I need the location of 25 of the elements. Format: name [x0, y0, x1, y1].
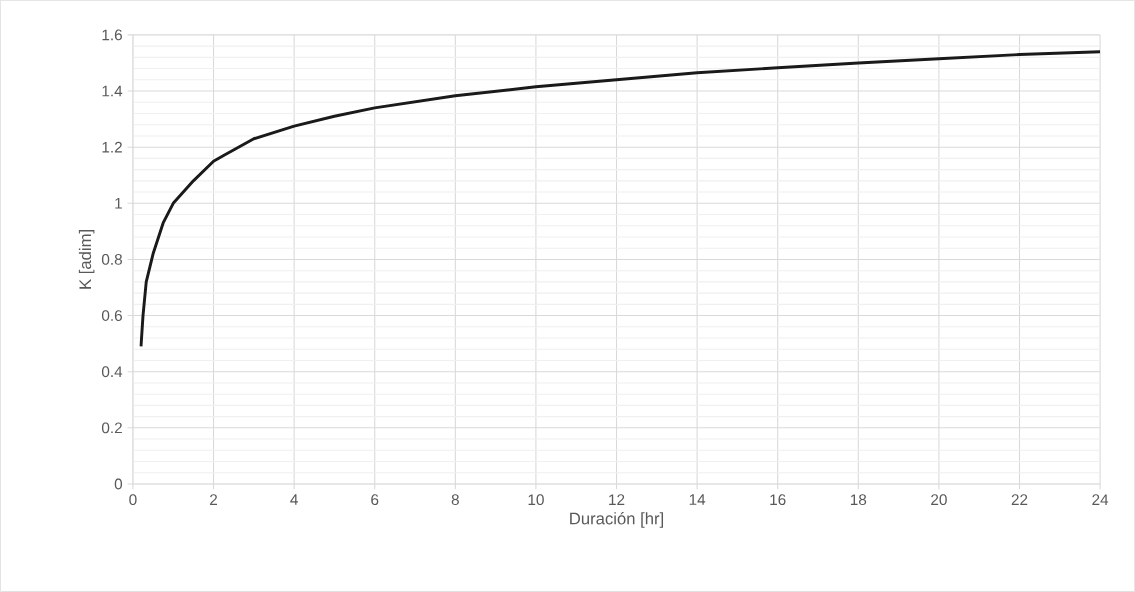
y-tick-label: 0.6	[101, 310, 122, 322]
y-tick-label: 0.4	[101, 366, 123, 378]
x-tick-label: 2	[210, 494, 218, 505]
x-tick-label: 10	[528, 494, 544, 506]
x-tick-label: 12	[609, 494, 625, 505]
x-tick-label: 24	[1092, 494, 1109, 505]
x-tick-label: 22	[1011, 494, 1028, 505]
y-tick-label: 1.6	[102, 29, 122, 41]
y-tick-label: 0	[114, 478, 123, 490]
x-tick-label: 20	[931, 494, 947, 506]
y-axis-title: K [adim]	[78, 230, 95, 289]
x-tick-label: 18	[850, 494, 867, 506]
x-axis-title: Duración [hr]	[570, 512, 664, 528]
x-tick-label: 0	[129, 494, 137, 506]
line-series	[139, 50, 1101, 348]
y-tick-label: 1.4	[102, 85, 123, 97]
x-tick-label: 8	[451, 494, 459, 506]
y-tick-label: 1.2	[102, 141, 122, 153]
x-tick-label: 14	[689, 494, 706, 505]
y-tick-label: 0.2	[101, 422, 122, 434]
x-tick-label: 16	[770, 494, 786, 506]
y-tick-label: 0.8	[101, 254, 122, 265]
y-tick-label: 1	[115, 198, 122, 209]
x-tick-label: 6	[371, 494, 379, 506]
x-tick-label: 4	[290, 494, 298, 505]
